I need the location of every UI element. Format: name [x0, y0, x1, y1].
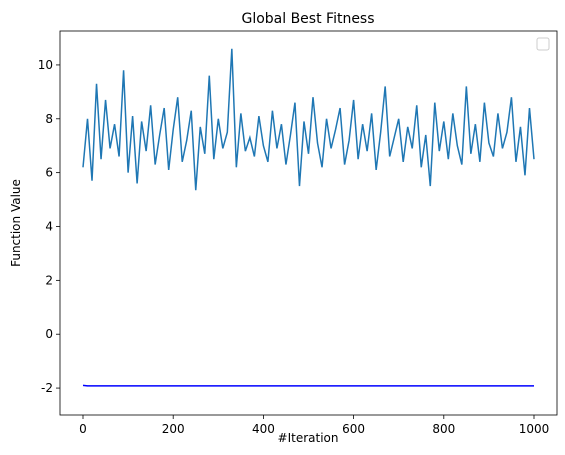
series-line	[82, 48, 535, 191]
x-tick-label: 800	[432, 422, 455, 436]
y-tick-label: 4	[45, 220, 53, 234]
x-tick-label: 0	[79, 422, 87, 436]
y-tick-label: 2	[45, 273, 53, 287]
y-tick-label: 8	[45, 112, 53, 126]
y-tick-label: 0	[45, 327, 53, 341]
x-tick-label: 400	[252, 422, 275, 436]
y-tick-label: 6	[45, 166, 53, 180]
x-tick-label: 600	[342, 422, 365, 436]
legend-box	[536, 37, 550, 51]
chart-title: Global Best Fitness	[241, 11, 374, 27]
y-tick-label: 10	[38, 58, 53, 72]
x-tick-label: 1000	[519, 422, 550, 436]
axes-frame	[59, 30, 558, 416]
x-tick-label: 200	[162, 422, 185, 436]
y-tick-label: -2	[41, 381, 53, 395]
x-axis-label: #Iteration	[278, 431, 339, 445]
series-line	[82, 384, 534, 387]
y-axis-label: Function Value	[9, 179, 23, 267]
